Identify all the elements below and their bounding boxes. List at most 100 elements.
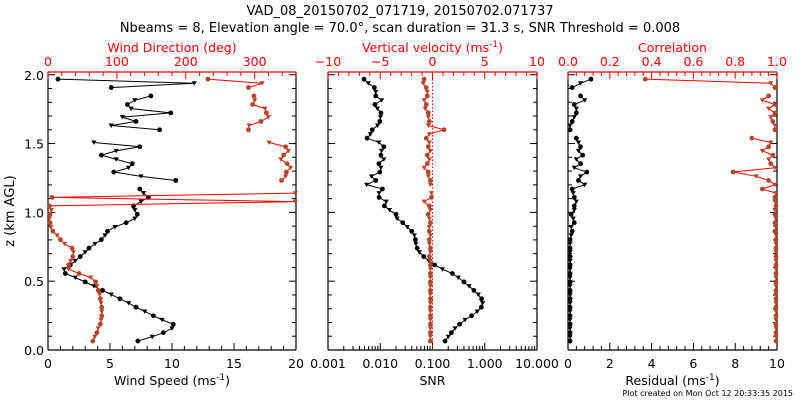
data-point <box>570 216 576 221</box>
bottom-tick-label: 0.100 <box>415 356 451 371</box>
data-point <box>424 152 430 158</box>
data-point <box>70 254 76 259</box>
data-point <box>773 258 779 264</box>
data-point <box>191 81 197 86</box>
data-point <box>426 224 432 230</box>
bottom-tick-label: 0 <box>564 356 572 371</box>
data-point <box>425 110 431 116</box>
data-point <box>773 309 779 314</box>
data-point <box>134 211 140 217</box>
top-tick-label: −5 <box>371 54 389 69</box>
series-correlation <box>642 76 779 344</box>
data-point <box>159 317 165 323</box>
data-point <box>108 85 114 90</box>
data-point <box>425 174 431 179</box>
data-point <box>479 296 484 302</box>
data-point <box>567 309 573 314</box>
data-point <box>97 296 103 302</box>
data-point <box>427 148 434 154</box>
data-point <box>567 258 573 264</box>
data-point <box>427 182 434 188</box>
data-point <box>409 228 415 234</box>
data-point <box>58 237 63 243</box>
data-point <box>66 262 72 268</box>
data-point <box>47 211 53 217</box>
data-point <box>427 326 434 331</box>
data-point <box>285 148 292 154</box>
data-point <box>567 271 573 276</box>
data-point <box>427 301 434 306</box>
data-point <box>262 106 268 112</box>
y-tick-label: 0.0 <box>24 343 44 358</box>
data-point <box>567 317 573 323</box>
label-end: ) <box>498 40 503 55</box>
data-point <box>95 326 101 331</box>
data-point <box>140 191 147 196</box>
data-point <box>378 148 385 154</box>
data-point <box>567 313 573 319</box>
data-point <box>48 224 54 230</box>
panel-corr: 0 2 4 6 8 10 Residual (ms-1) 0.0 0.2 0.4 0.6 0.8 1.0… <box>558 40 787 388</box>
series-line <box>63 188 174 342</box>
data-point <box>368 174 375 179</box>
data-point <box>283 169 289 175</box>
data-point <box>580 152 586 158</box>
data-point <box>773 254 779 259</box>
data-point <box>138 199 144 205</box>
data-point <box>462 317 468 323</box>
data-point <box>157 127 163 133</box>
data-point <box>768 115 774 120</box>
data-point <box>138 174 144 179</box>
data-point <box>61 267 67 272</box>
label-superscript: -1 <box>216 373 225 383</box>
label-text: Wind Speed (ms <box>114 373 216 388</box>
data-point <box>98 317 104 323</box>
data-point <box>93 279 98 285</box>
bottom-tick-label: 15 <box>226 356 242 371</box>
data-point <box>773 292 779 297</box>
data-point <box>568 233 574 238</box>
data-point <box>393 211 399 217</box>
label-text: Wind Direction (deg) <box>107 40 236 55</box>
data-point <box>759 186 765 192</box>
series-vertical-velocity <box>420 76 447 344</box>
data-point <box>766 106 772 112</box>
data-point <box>381 203 387 209</box>
data-point <box>426 203 432 209</box>
data-point <box>568 224 574 230</box>
top-tick-label: 5 <box>481 54 489 69</box>
bottom-tick-label: 10 <box>164 356 180 371</box>
data-point <box>426 119 432 124</box>
data-point <box>142 309 148 314</box>
data-point <box>452 326 458 331</box>
data-point <box>759 148 765 154</box>
series-wind-direction <box>46 76 298 344</box>
series-line <box>111 95 171 131</box>
data-point <box>573 135 579 141</box>
data-point <box>567 279 573 285</box>
data-point <box>773 233 779 238</box>
data-point <box>584 169 590 175</box>
data-point <box>292 199 298 205</box>
data-point <box>427 250 434 255</box>
data-point <box>772 199 778 205</box>
data-point <box>773 262 779 268</box>
data-point <box>567 326 573 331</box>
data-point <box>427 334 434 340</box>
data-point <box>773 304 779 310</box>
data-point <box>426 140 432 145</box>
data-point <box>423 135 429 141</box>
data-point <box>571 220 577 226</box>
data-point <box>428 338 433 344</box>
data-point <box>773 338 779 344</box>
data-point <box>99 304 105 310</box>
data-point <box>425 115 431 120</box>
data-point <box>455 275 461 281</box>
data-point <box>278 157 284 162</box>
y-tick-label: 1.0 <box>24 205 44 220</box>
data-point <box>773 288 779 293</box>
series-line <box>569 137 588 342</box>
data-point <box>466 284 472 289</box>
data-point <box>97 292 103 297</box>
data-point <box>567 338 573 344</box>
